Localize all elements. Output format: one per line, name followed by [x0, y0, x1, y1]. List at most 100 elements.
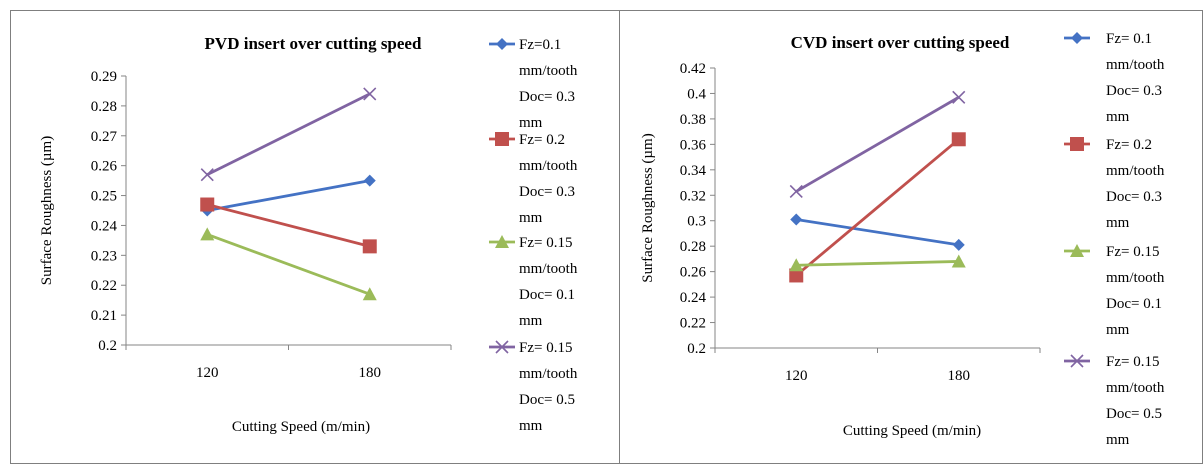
data-point — [362, 287, 377, 301]
series-line — [795, 96, 960, 193]
legend-entry-2: Fz= 0.15 mm/tooth Doc= 0.1 mm — [489, 235, 578, 329]
series-1 — [200, 197, 377, 254]
legend-label: Doc= 0.3 — [1106, 189, 1162, 205]
legend-label: mm/tooth — [519, 261, 578, 277]
legend-label: mm — [519, 313, 543, 329]
y-tick-label: 0.42 — [680, 61, 706, 77]
legend-label: Fz= 0.15 — [519, 235, 572, 251]
x-tick-label: 120 — [785, 368, 808, 384]
series-0 — [790, 213, 965, 251]
legend-label: Doc= 0.3 — [1106, 83, 1162, 99]
legend-label: Doc= 0.5 — [519, 392, 575, 408]
legend-label: mm/tooth — [1106, 380, 1165, 396]
chart-title: PVD insert over cutting speed — [205, 34, 422, 53]
y-tick-label: 0.32 — [680, 188, 706, 204]
y-tick-label: 0.24 — [91, 218, 118, 234]
y-tick-label: 0.36 — [680, 137, 707, 153]
pvd-chart: PVD insert over cutting speed 0.2 0.21 0.22… — [39, 34, 578, 435]
series-line — [206, 203, 371, 248]
legend-marker — [496, 38, 508, 50]
series-line — [206, 233, 371, 296]
data-point — [200, 227, 215, 241]
legend-label: Fz= 0.15 — [519, 340, 572, 356]
y-tick-label: 0.27 — [91, 129, 118, 145]
y-tick-label: 0.34 — [680, 163, 707, 179]
data-point — [200, 168, 214, 182]
data-point — [362, 239, 377, 254]
y-tick-label: 0.26 — [680, 265, 707, 281]
legend-marker — [1070, 354, 1084, 368]
y-tick-label: 0.26 — [91, 159, 118, 175]
y-tick-label: 0.3 — [687, 214, 706, 230]
x-tick-label: 120 — [196, 365, 219, 381]
legend-label: mm/tooth — [1106, 270, 1165, 286]
legend-label: Doc= 0.5 — [1106, 406, 1162, 422]
legend-label: Fz= 0.15 — [1106, 244, 1159, 260]
legend-entry-0: Fz=0.1 mm/tooth Doc= 0.3 mm — [489, 37, 578, 131]
y-tick-label: 0.28 — [680, 239, 706, 255]
legend-label: mm — [519, 210, 543, 226]
series-2 — [200, 227, 377, 301]
y-tick-label: 0.2 — [687, 341, 706, 357]
data-point — [200, 197, 215, 212]
y-tick-label: 0.23 — [91, 248, 117, 264]
x-axis-label: Cutting Speed (m/min) — [843, 423, 981, 439]
data-point — [789, 184, 803, 199]
legend-label: mm/tooth — [519, 63, 578, 79]
series-3 — [789, 90, 966, 199]
legend-marker — [1070, 137, 1084, 151]
legend-label: mm/tooth — [1106, 163, 1165, 179]
data-point — [363, 87, 377, 101]
y-tick-label: 0.2 — [98, 338, 117, 354]
data-point — [789, 258, 804, 272]
legend-entry-2: Fz= 0.15 mm/tooth Doc= 0.1 mm — [1064, 244, 1165, 338]
legend-entry-3: Fz= 0.15 mm/tooth Doc= 0.5 mm — [1064, 354, 1165, 448]
legend-marker — [495, 340, 509, 354]
series-3 — [200, 87, 377, 182]
x-tick-label: 180 — [948, 368, 971, 384]
series-line — [795, 138, 960, 277]
legend-label: mm — [519, 115, 543, 131]
legend-label: Fz=0.1 — [519, 37, 561, 53]
series-line — [206, 92, 371, 176]
legend-label: Doc= 0.3 — [519, 184, 575, 200]
legend-label: mm — [1106, 322, 1130, 338]
data-point — [952, 90, 966, 104]
legend-entry-3: Fz= 0.15 mm/tooth Doc= 0.5 mm — [489, 340, 578, 434]
y-tick-label: 0.22 — [91, 278, 117, 294]
series-line — [206, 179, 371, 212]
series-line — [796, 260, 959, 267]
y-tick-label: 0.22 — [680, 316, 706, 332]
legend-label: mm — [1106, 109, 1130, 125]
pvd-chart-panel: PVD insert over cutting speed 0.2 0.21 0.22… — [10, 10, 620, 464]
legend-label: mm/tooth — [1106, 57, 1165, 73]
legend-label: Fz= 0.1 — [1106, 31, 1152, 47]
legend-marker — [1070, 244, 1084, 257]
legend-label: Doc= 0.1 — [1106, 296, 1162, 312]
legend-label: Fz= 0.2 — [519, 132, 565, 148]
legend-label: Fz= 0.15 — [1106, 354, 1159, 370]
data-point — [789, 268, 804, 283]
legend-marker — [495, 132, 509, 146]
legend-label: Fz= 0.2 — [1106, 137, 1152, 153]
legend-label: mm/tooth — [519, 158, 578, 174]
legend-marker — [495, 235, 509, 248]
data-point — [790, 213, 803, 226]
legend-label: Doc= 0.1 — [519, 287, 575, 303]
y-tick-label: 0.24 — [680, 290, 707, 306]
series-1 — [789, 132, 966, 283]
y-tick-label: 0.29 — [91, 69, 117, 85]
y-tick-label: 0.28 — [91, 99, 117, 115]
y-axis-label: Surface Roughness (µm) — [640, 133, 656, 282]
legend-label: mm — [1106, 215, 1130, 231]
y-axis-label: Surface Roughness (µm) — [39, 136, 55, 285]
legend-entry-1: Fz= 0.2 mm/tooth Doc= 0.3 mm — [1064, 137, 1165, 231]
cvd-chart-panel: CVD insert over cutting speed 0.2 0.22 0.24… — [619, 10, 1203, 464]
x-tick-label: 180 — [359, 365, 382, 381]
legend-label: Doc= 0.3 — [519, 89, 575, 105]
legend-label: mm — [1106, 432, 1130, 448]
legend-entry-1: Fz= 0.2 mm/tooth Doc= 0.3 mm — [489, 132, 578, 226]
y-tick-label: 0.21 — [91, 308, 117, 324]
y-tick-label: 0.4 — [687, 86, 706, 102]
y-tick-label: 0.25 — [91, 189, 117, 205]
